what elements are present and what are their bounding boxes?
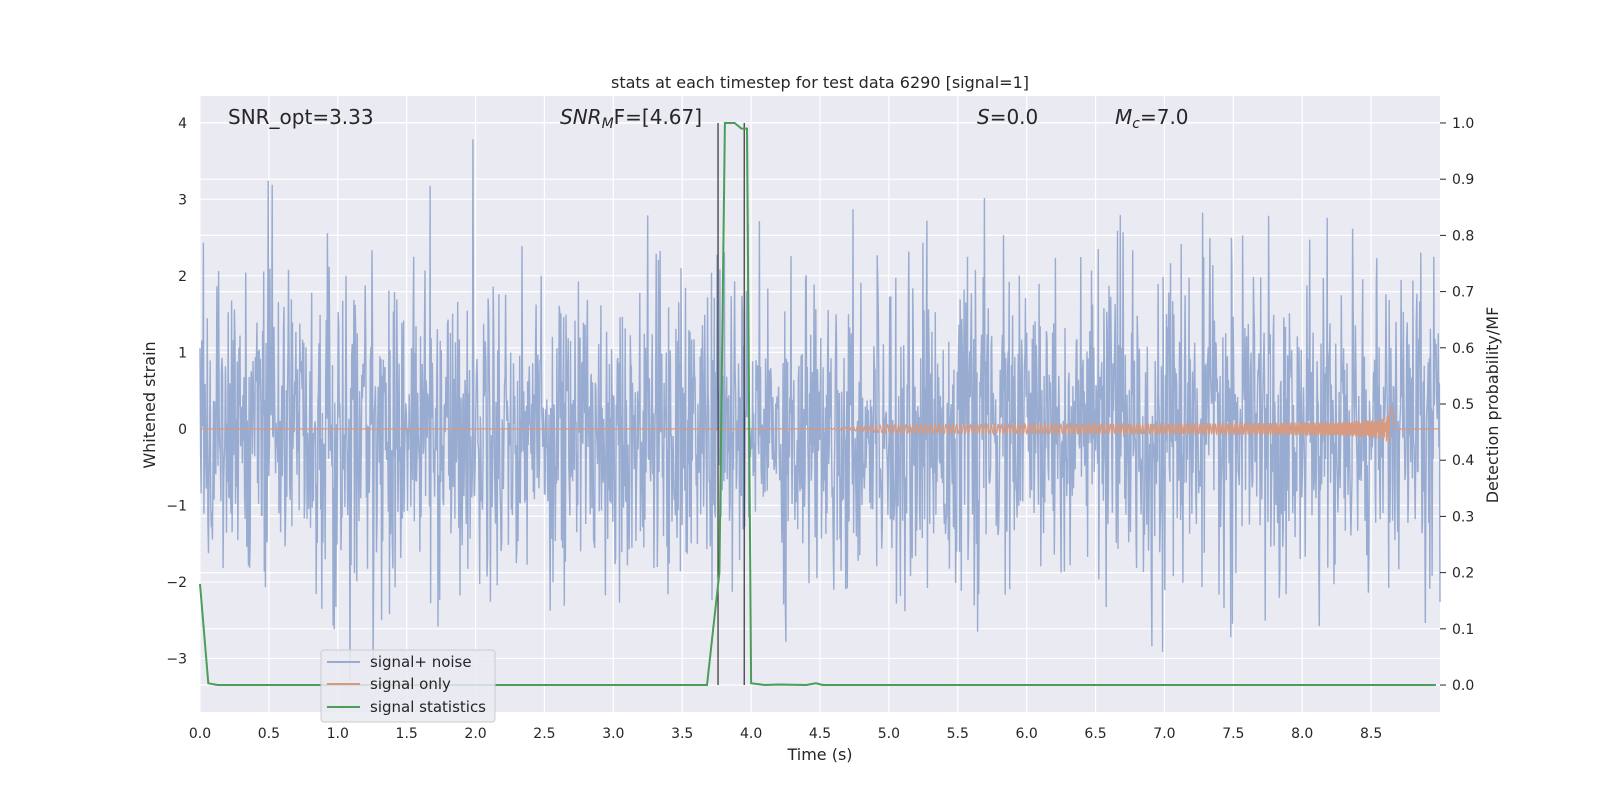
x-tick-label: 1.0 <box>327 726 349 742</box>
y-tick-label-left: 2 <box>178 269 187 285</box>
y-tick-label-right: 0.3 <box>1452 509 1474 525</box>
y-tick-label-right: 0.2 <box>1452 566 1474 582</box>
y-axis-label-right: Detection probability/MF <box>1483 307 1502 504</box>
x-tick-label: 0.0 <box>189 726 211 742</box>
y-tick-label-right: 0.9 <box>1452 172 1474 188</box>
x-tick-label: 3.0 <box>602 726 624 742</box>
y-tick-label-left: −2 <box>166 575 187 591</box>
annotation-s: S=0.0 <box>977 105 1038 129</box>
y-tick-label-left: 1 <box>178 345 187 361</box>
annotation-snr-mf-sub: M <box>602 116 614 132</box>
annotation-mc: Mc=7.0 <box>1115 105 1189 132</box>
legend-label-signal: signal only <box>370 675 451 693</box>
y-tick-label-left: 0 <box>178 422 187 438</box>
y-tick-label-left: −3 <box>166 651 187 667</box>
y-tick-label-right: 0.6 <box>1452 341 1474 357</box>
y-tick-label-left: 3 <box>178 192 187 208</box>
x-tick-label: 7.5 <box>1222 726 1244 742</box>
y-ticks-right: 0.0 0.1 0.2 0.3 0.4 0.5 0.6 0.7 0.8 0.9 1.0 <box>1440 116 1474 694</box>
y-tick-label-right: 0.8 <box>1452 228 1474 244</box>
annotation-s-rest: =0.0 <box>990 105 1039 129</box>
y-axis-label-left: Whitened strain <box>140 341 159 468</box>
x-tick-label: 6.0 <box>1016 726 1038 742</box>
x-tick-label: 5.5 <box>947 726 969 742</box>
x-tick-label: 4.5 <box>809 726 831 742</box>
x-ticks: 0.0 0.5 1.0 1.5 2.0 2.5 3.0 3.5 4.0 4.5 5.0 5.5 6.0 6… <box>189 726 1382 742</box>
annotation-mc-rest: =7.0 <box>1140 105 1189 129</box>
x-tick-label: 1.5 <box>396 726 418 742</box>
y-tick-label-left: 4 <box>178 116 187 132</box>
x-tick-label: 8.5 <box>1360 726 1382 742</box>
legend-label-noise: signal+ noise <box>370 653 472 671</box>
y-ticks-left: −3 −2 −1 0 1 2 3 4 <box>166 116 187 668</box>
chart-title: stats at each timestep for test data 629… <box>611 73 1029 92</box>
y-tick-label-left: −1 <box>166 498 187 514</box>
annotation-mc-main: M <box>1115 105 1132 129</box>
x-tick-label: 2.0 <box>464 726 486 742</box>
annotation-snr-opt: SNR_opt=3.33 <box>228 105 374 129</box>
annotation-mc-sub: c <box>1132 116 1140 132</box>
annotation-s-main: S <box>977 105 990 129</box>
x-tick-label: 2.5 <box>533 726 555 742</box>
legend-box <box>320 649 496 723</box>
annotation-snr-mf: SNRMF=[4.67] <box>560 105 702 132</box>
y-tick-label-right: 0.5 <box>1452 397 1474 413</box>
x-tick-label: 0.5 <box>258 726 280 742</box>
annotation-snr-mf-main: SNR <box>560 105 602 129</box>
y-tick-label-right: 0.0 <box>1452 678 1474 694</box>
x-tick-label: 7.0 <box>1153 726 1175 742</box>
x-tick-label: 4.0 <box>740 726 762 742</box>
x-axis-label: Time (s) <box>786 745 852 764</box>
legend: signal+ noise signal only signal statist… <box>320 649 496 723</box>
series-signal-only <box>200 406 1440 444</box>
annotation-snr-mf-rest: F=[4.67] <box>614 105 702 129</box>
x-tick-label: 6.5 <box>1084 726 1106 742</box>
x-tick-label: 8.0 <box>1291 726 1313 742</box>
y-tick-label-right: 0.4 <box>1452 453 1474 469</box>
x-tick-label: 5.0 <box>878 726 900 742</box>
y-tick-label-right: 0.1 <box>1452 622 1474 638</box>
y-tick-label-right: 0.7 <box>1452 285 1474 301</box>
x-tick-label: 3.5 <box>671 726 693 742</box>
line-signal-only <box>200 406 1440 444</box>
legend-label-stats: signal statistics <box>370 698 486 716</box>
y-tick-label-right: 1.0 <box>1452 116 1474 132</box>
